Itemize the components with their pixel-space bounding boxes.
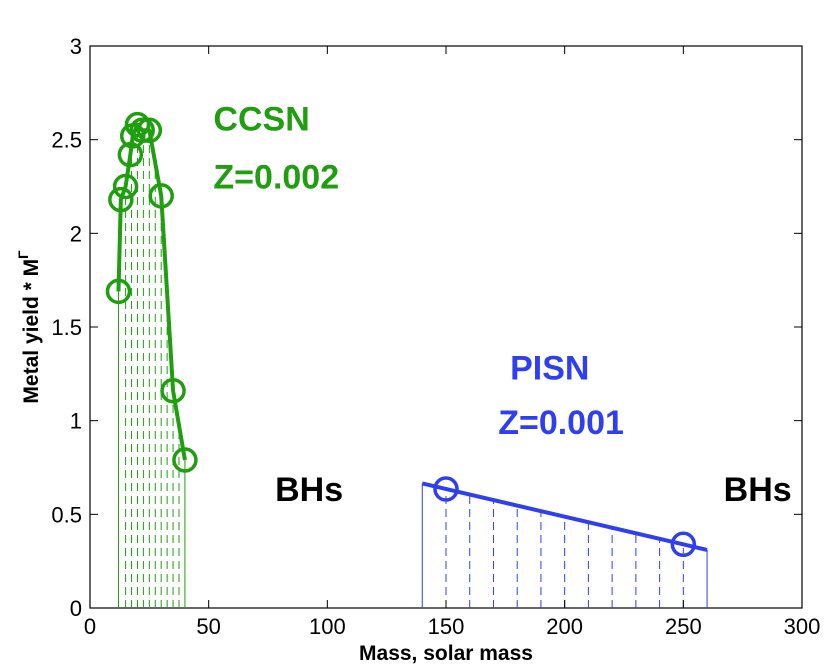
y-axis-title-superscript: Γ xyxy=(15,250,31,259)
x-tick-label: 300 xyxy=(784,614,821,639)
data-point-ccsn xyxy=(148,183,174,209)
y-tick-label: 1.5 xyxy=(51,315,82,340)
annotation-label: CCSN xyxy=(213,100,309,138)
svg-text:Metal yield * MΓ: Metal yield * MΓ xyxy=(15,250,43,404)
y-tick-label: 0 xyxy=(70,596,82,621)
y-tick-label: 1 xyxy=(70,409,82,434)
x-tick-label: 150 xyxy=(428,614,465,639)
x-tick-label: 200 xyxy=(546,614,583,639)
annotation-label: Z=0.002 xyxy=(213,158,339,196)
annotation-label: PISN xyxy=(510,349,589,387)
fill-layer xyxy=(117,124,708,608)
x-tick-label: 50 xyxy=(196,614,220,639)
y-axis-title-group: Metal yield * MΓ xyxy=(15,250,43,404)
data-point-ccsn xyxy=(112,173,139,200)
tick-layer: 0 50 100 150 200 250 300 0 0.5 1 1.5 2 2.5 3 xyxy=(51,34,820,639)
y-tick-label: 2.5 xyxy=(51,128,82,153)
data-point-ccsn xyxy=(172,447,198,473)
data-point-pisn xyxy=(433,476,459,502)
series-layer xyxy=(105,111,708,558)
x-tick-label: 0 xyxy=(84,614,96,639)
data-point-ccsn xyxy=(124,111,151,138)
annotation-layer: CCSN Z=0.002 PISN Z=0.001 BHs BHs xyxy=(213,100,791,509)
x-tick-label: 100 xyxy=(309,614,346,639)
series-line-pisn xyxy=(421,481,708,552)
y-tick-label: 3 xyxy=(70,34,82,59)
x-axis-title: Mass, solar mass xyxy=(359,642,533,665)
data-point-pisn xyxy=(670,531,697,558)
annotation-label: BHs xyxy=(275,471,343,509)
x-tick-label: 250 xyxy=(665,614,702,639)
y-tick-label: 0.5 xyxy=(51,502,82,527)
y-axis-title: Metal yield * M xyxy=(20,259,43,404)
data-point-ccsn xyxy=(160,377,186,404)
y-tick-label: 2 xyxy=(70,221,82,246)
data-point-ccsn xyxy=(105,278,132,305)
data-point-ccsn xyxy=(117,141,144,168)
annotation-label: Z=0.001 xyxy=(498,404,624,442)
data-point-ccsn xyxy=(136,117,163,144)
data-point-ccsn xyxy=(129,117,155,144)
data-point-ccsn xyxy=(108,186,134,213)
annotation-label: BHs xyxy=(724,471,792,509)
